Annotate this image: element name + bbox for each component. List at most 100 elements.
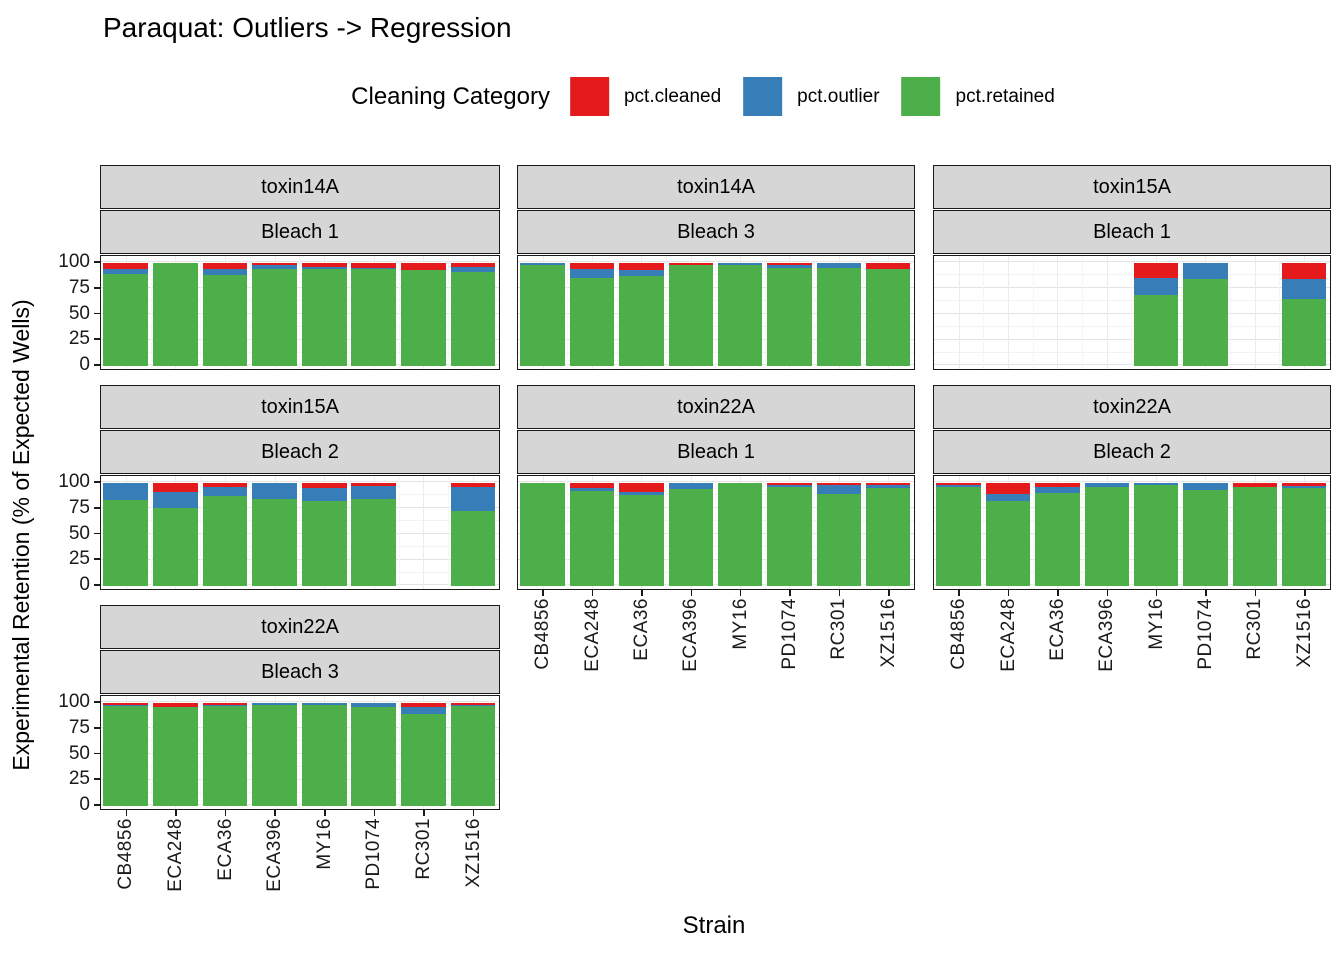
bar-segment-pct.retained-MY16 [1133, 484, 1179, 586]
bar-segment-pct.retained-ECA396 [252, 704, 297, 806]
bar-segment-pct.cleaned-RC301 [816, 482, 861, 485]
x-tick-label-text: CB4856 [948, 598, 970, 670]
x-tick [1205, 590, 1207, 596]
bar-segment-pct.retained-XZ1516 [1281, 487, 1327, 586]
minor-gridline-x [448, 476, 450, 589]
x-tick [1155, 590, 1158, 596]
bar-segment-pct.outlier-CB4856 [103, 268, 149, 274]
x-tick-label-CB4856: CB4856 [519, 598, 568, 698]
bar-segment-pct.outlier-RC301 [816, 484, 861, 494]
bar-segment-pct.cleaned-ECA248 [153, 482, 198, 492]
bar-segment-pct.cleaned-XZ1516 [450, 482, 496, 487]
minor-gridline-x [764, 476, 766, 589]
x-tick-label-text: PD1074 [363, 818, 385, 890]
legend-item-pct.retained: pct.retained [901, 77, 1055, 116]
bar-segment-pct.outlier-CB4856 [936, 484, 981, 487]
minor-gridline-x [863, 476, 865, 589]
bar-segment-pct.outlier-XZ1516 [450, 266, 496, 272]
minor-gridline-x [150, 696, 152, 809]
y-tick [94, 726, 100, 729]
bar-segment-pct.retained-ECA396 [668, 488, 713, 586]
x-tick-label-RC301: RC301 [815, 598, 864, 698]
x-tick-label-ECA248: ECA248 [568, 598, 617, 698]
bar-segment-pct.outlier-MY16 [301, 702, 347, 705]
bar-segment-pct.outlier-MY16 [1133, 482, 1179, 485]
facet-toxin22A-bleach-1: toxin22A Bleach 1 CB4856 ECA248 ECA36 ECA396 M… [517, 385, 915, 715]
bar-segment-pct.retained-PD1074 [351, 268, 397, 366]
minor-gridline-x [1082, 476, 1084, 589]
bar-segment-pct.retained-CB4856 [520, 264, 565, 366]
x-tick-label-text: ECA396 [264, 818, 286, 892]
minor-gridline-x [249, 256, 251, 369]
bar-segment-pct.outlier-XZ1516 [1281, 279, 1327, 299]
legend-swatch-pct.outlier [743, 77, 783, 116]
bar-segment-pct.outlier-CB4856 [103, 704, 149, 706]
bar-segment-pct.cleaned-ECA36 [202, 482, 248, 487]
facet-strip-toxin: toxin22A [933, 385, 1331, 429]
x-tick-label-text: MY16 [1145, 598, 1167, 650]
facet-toxin22A-bleach-2: toxin22A Bleach 2 CB4856 ECA248 ECA36 ECA396 M… [933, 385, 1331, 715]
bar-segment-pct.outlier-ECA396 [1084, 482, 1129, 487]
bar-segment-pct.retained-CB4856 [103, 500, 149, 586]
bar-segment-pct.outlier-ECA396 [252, 264, 297, 269]
y-tick-label: 0 [79, 794, 90, 815]
minor-gridline-x [814, 256, 816, 369]
minor-gridline-x [1230, 256, 1232, 369]
x-tick-label-XZ1516: XZ1516 [864, 598, 913, 698]
bar-segment-pct.outlier-ECA36 [1035, 486, 1080, 493]
x-tick [1303, 590, 1306, 596]
x-tick-label-text: CB4856 [532, 598, 554, 670]
bar-segment-pct.retained-XZ1516 [865, 487, 911, 586]
bar-segment-pct.cleaned-XZ1516 [1281, 482, 1327, 486]
x-tick-label-MY16: MY16 [1132, 598, 1181, 698]
x-tick-label-text: PD1074 [1194, 598, 1216, 670]
bar-segment-pct.cleaned-XZ1516 [450, 262, 496, 267]
bar-segment-pct.outlier-XZ1516 [1281, 485, 1327, 488]
bar-segment-pct.retained-ECA36 [202, 274, 248, 366]
x-tick-label-PD1074: PD1074 [765, 598, 814, 698]
bar-segment-pct.retained-ECA248 [153, 508, 198, 586]
bar-segment-pct.retained-RC301 [1232, 486, 1277, 586]
minor-gridline-x [814, 476, 816, 589]
bar-segment-pct.outlier-ECA36 [619, 269, 664, 276]
y-tick [94, 701, 100, 703]
y-tick [94, 532, 100, 535]
bar-segment-pct.cleaned-PD1074 [767, 262, 812, 265]
minor-gridline-x [863, 256, 865, 369]
x-tick-label-text: CB4856 [115, 818, 137, 890]
bar-segment-pct.retained-PD1074 [351, 499, 397, 586]
y-tick-label: 25 [68, 328, 90, 350]
x-tick-label-text: XZ1516 [877, 598, 899, 668]
facet-panel [517, 255, 915, 370]
bar-segment-pct.cleaned-RC301 [401, 702, 446, 707]
y-tick-label: 50 [68, 302, 90, 324]
y-tick-label: 100 [58, 251, 90, 272]
bar-segment-pct.retained-ECA36 [619, 494, 664, 586]
bar-segment-pct.retained-XZ1516 [450, 705, 496, 806]
facet-strip-bleach: Bleach 2 [933, 430, 1331, 474]
y-tick [94, 261, 100, 263]
legend-item-pct.cleaned: pct.cleaned [569, 77, 721, 116]
minor-gridline-x [1131, 256, 1133, 369]
bar-segment-pct.cleaned-ECA396 [668, 262, 713, 265]
facet-toxin14A-bleach-3: toxin14A Bleach 3 [517, 165, 915, 495]
minor-gridline-x [448, 256, 450, 369]
minor-gridline-x [299, 476, 301, 589]
bar-segment-pct.cleaned-ECA36 [1035, 482, 1080, 487]
bar-segment-pct.cleaned-CB4856 [103, 702, 149, 705]
bar-segment-pct.retained-ECA396 [668, 264, 713, 366]
y-tick [94, 338, 100, 341]
x-tick-label-text: PD1074 [778, 598, 800, 670]
minor-gridline-x [1032, 256, 1034, 369]
bar-segment-pct.cleaned-CB4856 [103, 262, 149, 269]
x-tick [641, 590, 643, 596]
bar-segment-pct.retained-XZ1516 [450, 511, 496, 586]
legend-title: Cleaning Category [351, 82, 550, 110]
y-tick-label: 25 [68, 768, 90, 790]
legend-label: pct.outlier [797, 85, 880, 107]
x-tick [838, 590, 841, 596]
bar-segment-pct.cleaned-MY16 [1133, 262, 1179, 279]
x-tick-label-MY16: MY16 [716, 598, 765, 698]
minor-gridline-x [349, 256, 350, 369]
minor-gridline-x [398, 696, 400, 809]
